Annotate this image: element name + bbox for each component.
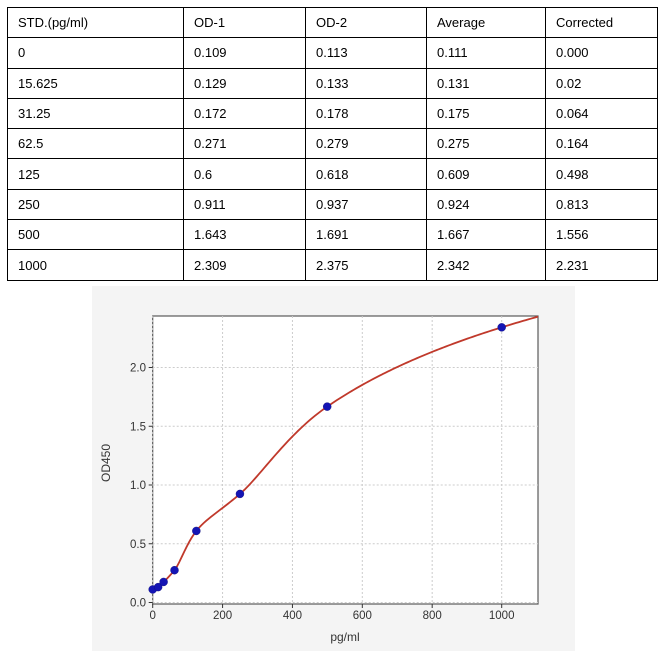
svg-text:0.0: 0.0 [130, 598, 146, 610]
svg-text:800: 800 [423, 610, 442, 622]
svg-text:400: 400 [283, 610, 302, 622]
svg-text:1.0: 1.0 [130, 480, 146, 492]
svg-text:2.0: 2.0 [130, 363, 146, 375]
svg-text:1.5: 1.5 [130, 421, 146, 433]
svg-text:1000: 1000 [489, 610, 515, 622]
svg-text:pg/ml: pg/ml [330, 630, 359, 644]
svg-text:200: 200 [213, 610, 232, 622]
svg-text:0.5: 0.5 [130, 539, 146, 551]
svg-text:0: 0 [149, 610, 155, 622]
svg-text:OD450: OD450 [99, 444, 113, 482]
svg-text:600: 600 [353, 610, 372, 622]
